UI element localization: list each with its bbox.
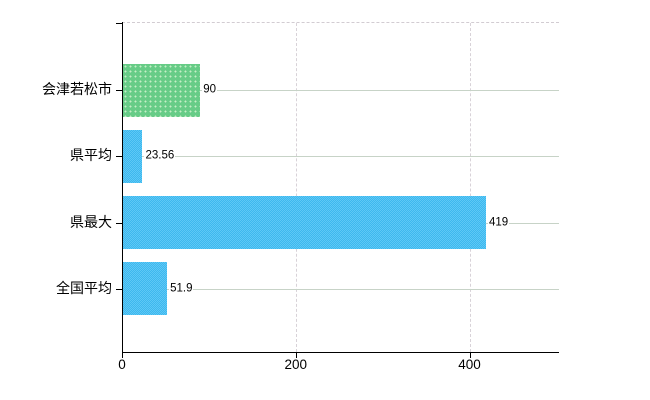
gridline-horizontal (122, 156, 559, 158)
x-axis-line (122, 352, 559, 353)
x-axis-tick (122, 353, 123, 358)
category-label: 県平均 (70, 147, 112, 164)
plot-area: 90 23.56 419 51.9 (116, 22, 559, 352)
x-axis-tick (295, 353, 297, 358)
x-axis-tick-label: 400 (458, 357, 481, 372)
y-axis-tick (116, 288, 122, 290)
y-axis-tick (116, 156, 122, 158)
y-axis-line (122, 22, 123, 352)
bar-value-label: 51.9 (169, 282, 194, 296)
bar-value-label: 419 (488, 216, 510, 230)
gridline-vertical (295, 23, 297, 352)
chart-bar (123, 63, 201, 117)
y-axis-tick (116, 90, 122, 91)
y-axis-top-tick (116, 23, 122, 24)
category-label: 会津若松市 (42, 81, 112, 97)
chart-bar (123, 262, 168, 316)
bar-value-label: 90 (202, 83, 217, 97)
gridline-horizontal (122, 288, 559, 290)
gridline-horizontal (122, 90, 559, 91)
bar-value-label: 23.56 (144, 149, 176, 163)
x-axis-tick (469, 353, 471, 358)
gridline-vertical (469, 23, 471, 352)
x-axis-tick-label: 0 (118, 357, 126, 372)
chart-bar (123, 129, 143, 183)
x-axis-tick-label: 200 (284, 357, 308, 372)
category-label: 全国平均 (56, 279, 112, 296)
chart-bar (123, 196, 487, 250)
category-label: 県最大 (70, 213, 112, 230)
y-axis-tick (116, 222, 122, 224)
